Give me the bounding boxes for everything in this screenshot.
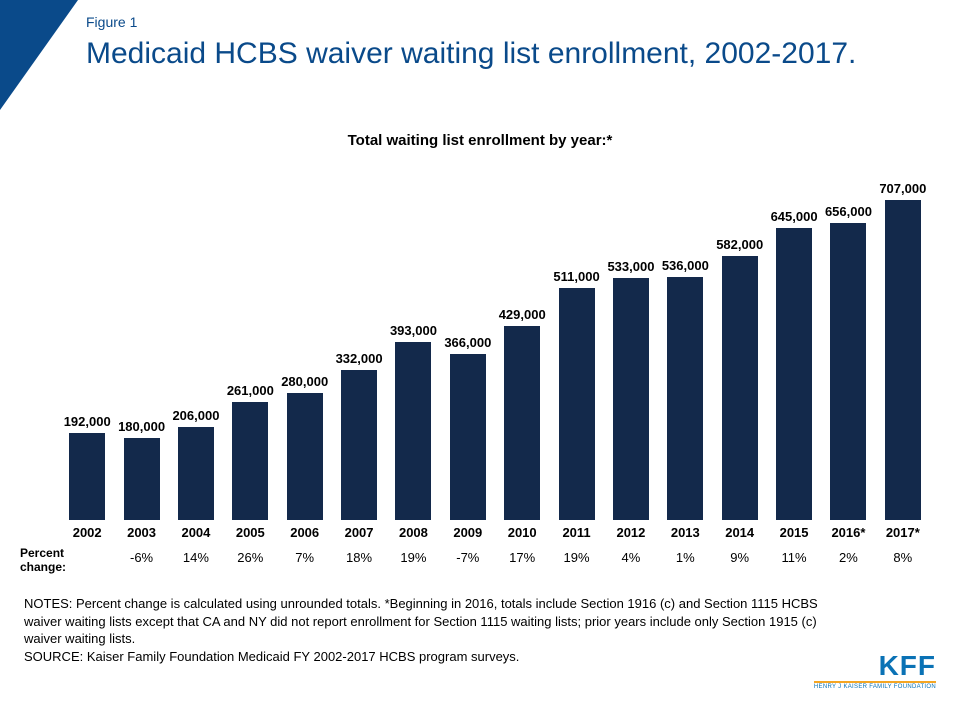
bar <box>287 393 323 520</box>
figure-label: Figure 1 <box>86 14 137 30</box>
source-text: SOURCE: Kaiser Family Foundation Medicai… <box>24 649 519 664</box>
logo-sub-text: HENRY J KAISER FAMILY FOUNDATION <box>814 681 936 690</box>
percent-change-cell: 26% <box>223 550 277 565</box>
bar <box>613 278 649 520</box>
x-axis-label: 2006 <box>278 525 332 540</box>
percent-change-cell: 8% <box>876 550 930 565</box>
percent-change-row: -6%14%26%7%18%19%-7%17%19%4%1%9%11%2%8% <box>60 550 930 565</box>
bar-value-label: 206,000 <box>172 408 219 423</box>
bar-chart: 192,000 180,000 206,000 261,000 280,000 332,0… <box>60 160 930 520</box>
bar <box>124 438 160 520</box>
x-axis-label: 2002 <box>60 525 114 540</box>
bar-value-label: 656,000 <box>825 204 872 219</box>
bar-column: 180,000 <box>114 160 168 520</box>
percent-change-cell: 19% <box>386 550 440 565</box>
x-axis-label: 2003 <box>114 525 168 540</box>
x-axis-label: 2004 <box>169 525 223 540</box>
page-title: Medicaid HCBS waiver waiting list enroll… <box>86 36 930 72</box>
percent-change-cell: 11% <box>767 550 821 565</box>
x-axis-label: 2013 <box>658 525 712 540</box>
bar-column: 536,000 <box>658 160 712 520</box>
bar-value-label: 332,000 <box>336 351 383 366</box>
x-axis-label: 2012 <box>604 525 658 540</box>
bar <box>830 223 866 520</box>
bar-value-label: 536,000 <box>662 258 709 273</box>
bar-column: 192,000 <box>60 160 114 520</box>
bar-value-label: 533,000 <box>607 259 654 274</box>
bar-column: 261,000 <box>223 160 277 520</box>
bar-value-label: 511,000 <box>553 269 599 284</box>
percent-change-cell: -7% <box>441 550 495 565</box>
bar-column: 645,000 <box>767 160 821 520</box>
x-axis: 2002200320042005200620072008200920102011… <box>60 525 930 540</box>
bar <box>178 427 214 520</box>
bar-value-label: 645,000 <box>771 209 818 224</box>
bar-value-label: 393,000 <box>390 323 437 338</box>
bar-value-label: 261,000 <box>227 383 274 398</box>
bar-value-label: 366,000 <box>444 335 491 350</box>
bar-column: 429,000 <box>495 160 549 520</box>
x-axis-label: 2011 <box>549 525 603 540</box>
footer-notes: NOTES: Percent change is calculated usin… <box>24 595 840 665</box>
x-axis-label: 2009 <box>441 525 495 540</box>
header-accent-triangle <box>0 0 78 110</box>
bar-value-label: 180,000 <box>118 419 165 434</box>
bar-column: 366,000 <box>441 160 495 520</box>
bar-column: 206,000 <box>169 160 223 520</box>
notes-text: NOTES: Percent change is calculated usin… <box>24 596 818 646</box>
percent-change-cell: 1% <box>658 550 712 565</box>
bar <box>776 228 812 520</box>
bar-column: 332,000 <box>332 160 386 520</box>
x-axis-label: 2015 <box>767 525 821 540</box>
x-axis-label: 2016* <box>821 525 875 540</box>
bar <box>69 433 105 520</box>
x-axis-label: 2010 <box>495 525 549 540</box>
bar <box>667 277 703 520</box>
bar-column: 656,000 <box>821 160 875 520</box>
bar <box>559 288 595 520</box>
percent-change-cell: 19% <box>549 550 603 565</box>
bar-value-label: 280,000 <box>281 374 328 389</box>
bar <box>722 256 758 520</box>
bar <box>885 200 921 521</box>
bar-column: 707,000 <box>876 160 930 520</box>
percent-change-cell: 9% <box>713 550 767 565</box>
bar-column: 511,000 <box>549 160 603 520</box>
x-axis-label: 2017* <box>876 525 930 540</box>
percent-change-cell: 14% <box>169 550 223 565</box>
bar <box>504 326 540 520</box>
bar <box>395 342 431 520</box>
x-axis-label: 2007 <box>332 525 386 540</box>
bar-column: 582,000 <box>713 160 767 520</box>
kff-logo: KFF HENRY J KAISER FAMILY FOUNDATION <box>814 652 936 690</box>
x-axis-label: 2014 <box>713 525 767 540</box>
bar-value-label: 582,000 <box>716 237 763 252</box>
bar <box>450 354 486 520</box>
percent-change-cell: 18% <box>332 550 386 565</box>
bar-column: 533,000 <box>604 160 658 520</box>
percent-change-cell: 4% <box>604 550 658 565</box>
bar <box>232 402 268 520</box>
bar-value-label: 429,000 <box>499 307 546 322</box>
logo-main-text: KFF <box>879 652 936 680</box>
bar-column: 393,000 <box>386 160 440 520</box>
percent-change-cell: 2% <box>821 550 875 565</box>
percent-change-cell: 7% <box>278 550 332 565</box>
percent-change-cell: -6% <box>114 550 168 565</box>
x-axis-label: 2005 <box>223 525 277 540</box>
percent-change-cell: 17% <box>495 550 549 565</box>
chart-subtitle: Total waiting list enrollment by year:* <box>0 132 960 149</box>
bar <box>341 370 377 521</box>
bar-value-label: 707,000 <box>879 181 926 196</box>
bar-value-label: 192,000 <box>64 414 111 429</box>
bar-column: 280,000 <box>278 160 332 520</box>
x-axis-label: 2008 <box>386 525 440 540</box>
